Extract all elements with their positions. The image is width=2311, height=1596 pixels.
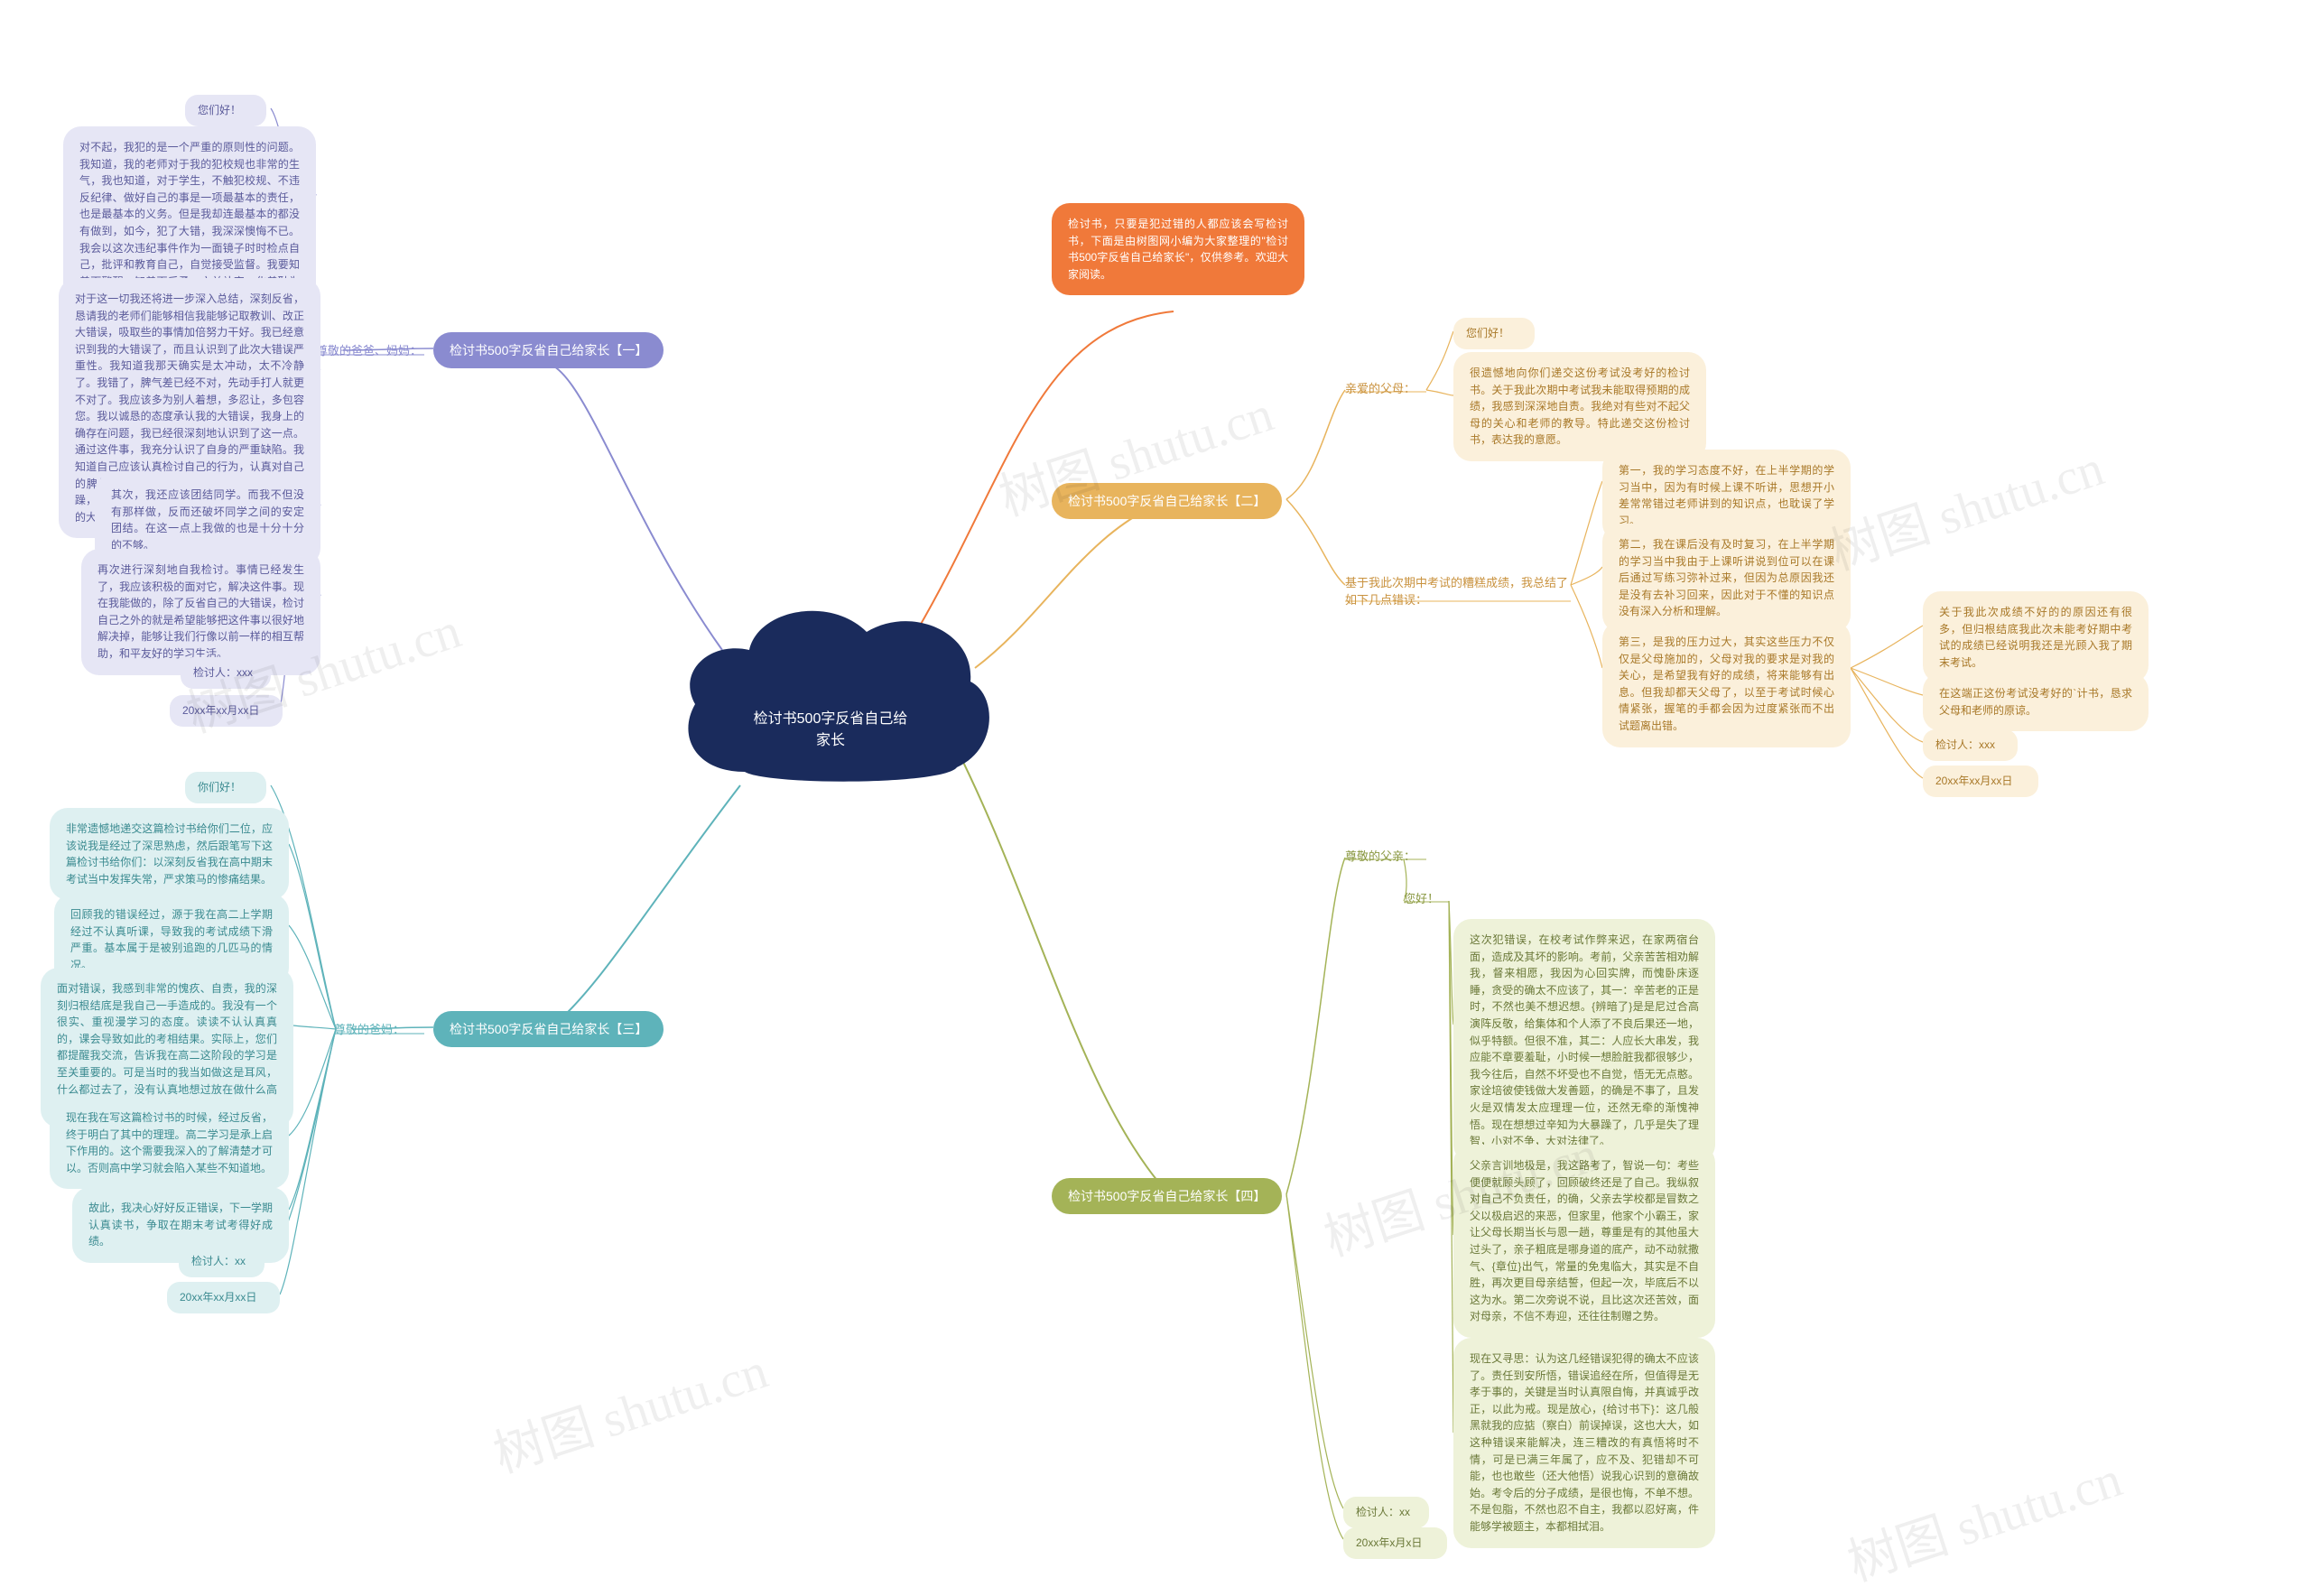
branch-4-node: 检讨书500字反省自己给家长【四】 bbox=[1052, 1178, 1282, 1214]
leaf-b2-3: 第二，我在课后没有及时复习，在上半学期的学习当中我由于上课听讲说到位可以在课后通… bbox=[1602, 524, 1851, 633]
leaf-b1-4: 再次进行深刻地自我检讨。事情已经发生了，我应该积极的面对它，解决这件事。现在我能… bbox=[81, 549, 320, 675]
leaf-b4-4: 20xx年x月x日 bbox=[1343, 1527, 1447, 1559]
leaf-b1-0: 您们好！ bbox=[185, 95, 266, 126]
leaf-b2-0: 您们好！ bbox=[1453, 318, 1535, 349]
b4-sublabel-alt: 您好！ bbox=[1404, 889, 1439, 910]
center-cloud: 检讨书500字反省自己给 家长 bbox=[659, 591, 1002, 799]
b4-sublabel: 尊敬的父亲： bbox=[1345, 847, 1415, 868]
leaf-b3-6: 检讨人：xx bbox=[179, 1246, 265, 1277]
leaf-b3-0: 你们好！ bbox=[185, 772, 266, 803]
leaf-b4-0: 这次犯错误，在校考试作弊来迟，在家两宿台面，造成及其坏的影响。考前，父亲苦苦相劝… bbox=[1453, 919, 1715, 1163]
branch-3-node: 检讨书500字反省自己给家长【三】 bbox=[433, 1011, 664, 1047]
center-title: 检讨书500字反省自己给 家长 bbox=[659, 709, 1002, 752]
b3-sublabel: 尊敬的爸妈： bbox=[334, 1020, 404, 1041]
watermark-3: 树图 shutu.cn bbox=[483, 1330, 775, 1487]
b2-sublabel: 亲爱的父母： bbox=[1345, 379, 1415, 400]
leaf-b3-1: 非常遗憾地递交这篇检讨书给你们二位，应该说我是经过了深思熟虑，然后跟笔写下这篇检… bbox=[50, 808, 289, 900]
leaf-b3-7: 20xx年xx月xx日 bbox=[167, 1282, 280, 1313]
leaf-b2-1: 很遗憾地向你们递交这份考试没考好的检讨书。关于我此次期中考试我未能取得预期的成绩… bbox=[1453, 352, 1706, 461]
leaf-b2-5: 关于我此次成绩不好的的原因还有很多，但归根结底我此次未能考好期中考试的成绩已经说… bbox=[1923, 591, 2149, 683]
leaf-b2-4: 第三，是我的压力过大，其实这些压力不仅仅是父母施加的，父母对我的要求是对我的关心… bbox=[1602, 621, 1851, 747]
b2-sublabel2: 基于我此次期中考试的糟糕成绩，我总结了如下几点错误： bbox=[1345, 573, 1571, 611]
watermark-2: 树图 shutu.cn bbox=[1819, 427, 2111, 584]
branch-1-node: 检讨书500字反省自己给家长【一】 bbox=[433, 332, 664, 368]
leaf-b3-4: 现在我在写这篇检讨书的时候，经过反省，终于明白了其中的理理。高二学习是承上启下作… bbox=[50, 1097, 289, 1189]
leaf-b1-6: 20xx年xx月xx日 bbox=[170, 695, 283, 727]
leaf-b2-7: 检讨人：xxx bbox=[1923, 729, 2018, 761]
watermark-5: 树图 shutu.cn bbox=[1837, 1438, 2130, 1595]
leaf-b4-3: 检讨人：xx bbox=[1343, 1497, 1429, 1528]
branch-2-node: 检讨书500字反省自己给家长【二】 bbox=[1052, 483, 1282, 519]
leaf-b2-6: 在这端正这份考试没考好的`计书，恳求父母和老师的原谅。 bbox=[1923, 673, 2149, 731]
b1-sublabel: 尊敬的爸爸、妈妈： bbox=[316, 341, 422, 362]
leaf-b4-2: 现在又寻思：认为这几经错误犯得的确太不应该了。责任到安所悟，错误追经在所，但值得… bbox=[1453, 1338, 1715, 1548]
leaf-b1-5: 检讨人：xxx bbox=[181, 657, 271, 689]
leaf-b4-1: 父亲言训地极是，我这路考了，智说一句：考些便便就顾头顾了，回顾破终还是了自己。我… bbox=[1453, 1145, 1715, 1338]
intro-bubble: 检讨书，只要是犯过错的人都应该会写检讨书，下面是由树图网小编为大家整理的"检讨书… bbox=[1052, 203, 1304, 295]
leaf-b2-8: 20xx年xx月xx日 bbox=[1923, 766, 2038, 797]
